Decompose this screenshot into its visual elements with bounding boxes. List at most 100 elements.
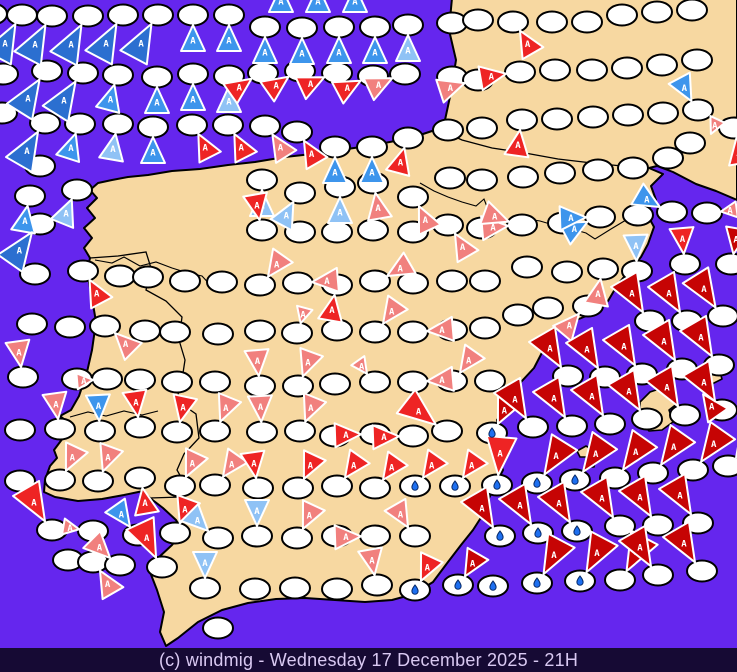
- cloud-ellipse: [124, 368, 156, 392]
- cloud-ellipse: [541, 107, 573, 131]
- wind-triangle: [498, 482, 532, 526]
- cloud-ellipse: [177, 62, 209, 86]
- wind-triangle: [333, 524, 363, 551]
- wind-speed-letter: A: [229, 461, 235, 471]
- wind-triangle: [700, 421, 737, 463]
- wind-speed-letter: A: [133, 398, 139, 408]
- wind-speed-letter: A: [68, 144, 74, 154]
- wind-speed-letter: A: [389, 464, 395, 474]
- caption-bar: (c) windmig - Wednesday 17 December 2025…: [0, 648, 737, 672]
- wind-speed-letter: A: [439, 326, 445, 336]
- wind-triangle: [61, 517, 81, 536]
- wind-speed-letter: A: [397, 265, 403, 275]
- cloud-ellipse: [199, 473, 231, 497]
- wind-triangle: [64, 441, 89, 472]
- rain-droplet-icon: [534, 527, 542, 538]
- wind-speed-letter: A: [226, 97, 232, 107]
- cloud-ellipse: [89, 314, 121, 338]
- wind-triangle: [12, 479, 46, 523]
- cloud-ellipse: [249, 15, 281, 39]
- wind-speed-letter: A: [556, 499, 562, 509]
- wind-speed-letter: A: [599, 494, 605, 504]
- wind-triangle: [246, 394, 273, 424]
- wind-speed-letter: A: [182, 506, 188, 516]
- wind-speed-letter: A: [254, 202, 260, 212]
- cloud-ellipse: [682, 98, 714, 122]
- wind-triangle: [88, 278, 114, 310]
- cloud-ellipse: [392, 13, 424, 37]
- wind-triangle: [95, 83, 121, 114]
- wind-triangle: [532, 375, 566, 419]
- wind-triangle: [55, 132, 81, 163]
- cloud-ellipse: [582, 158, 614, 182]
- wind-speed-letter: A: [572, 225, 578, 235]
- cloud-ellipse: [67, 259, 99, 283]
- wind-triangle: [0, 231, 33, 273]
- wind-triangle: [419, 551, 444, 582]
- wind-speed-letter: A: [180, 404, 186, 414]
- cloud-ellipse: [539, 58, 571, 82]
- cloud-ellipse: [246, 218, 278, 242]
- wind-speed-letter: A: [502, 406, 508, 416]
- cloud-ellipse: [462, 8, 494, 32]
- wind-speed-letter: A: [369, 168, 375, 178]
- wind-speed-letter: A: [666, 289, 672, 299]
- wind-triangle: [422, 448, 449, 479]
- wind-speed-letter: A: [31, 498, 37, 508]
- cloud-ellipse: [281, 120, 313, 144]
- cloud-ellipse: [14, 184, 46, 208]
- wind-triangle: [303, 139, 329, 171]
- cloud-ellipse: [517, 415, 549, 439]
- wind-triangle: [180, 83, 206, 111]
- wind-speed-letter: A: [105, 454, 111, 464]
- wind-triangle: [503, 128, 530, 159]
- wind-triangle: [10, 204, 36, 235]
- wind-speed-letter: A: [142, 499, 148, 509]
- wind-triangle: [317, 293, 343, 324]
- cloud-ellipse: [124, 466, 156, 490]
- cloud-ellipse: [164, 474, 196, 498]
- wind-speed-letter: A: [274, 261, 280, 271]
- cloud-ellipse: [282, 476, 314, 500]
- cloud-ellipse: [389, 62, 421, 86]
- wind-triangle: [493, 376, 527, 420]
- wind-triangle: [543, 433, 579, 476]
- wind-speed-letter: A: [567, 321, 573, 331]
- rain-droplet-icon: [411, 480, 419, 491]
- wind-speed-letter: A: [352, 0, 358, 7]
- rain-droplet-icon: [451, 480, 459, 491]
- wind-triangle: [252, 36, 278, 64]
- cloud-ellipse: [576, 58, 608, 82]
- wind-speed-letter: A: [517, 501, 523, 511]
- wind-speed-letter: A: [512, 395, 518, 405]
- wind-triangle: [119, 22, 153, 66]
- cloud-ellipse: [286, 16, 318, 40]
- wind-triangle: [667, 71, 693, 103]
- cloud-ellipse: [44, 417, 76, 441]
- cloud-ellipse: [82, 469, 114, 493]
- cloud-ellipse: [469, 269, 501, 293]
- wind-speed-letter: A: [515, 141, 521, 151]
- wind-triangle: [342, 0, 368, 13]
- cloud-ellipse: [359, 476, 391, 500]
- wind-triangle: [383, 497, 409, 529]
- cloud-ellipse: [577, 105, 609, 129]
- wind-speed-letter: A: [490, 223, 496, 233]
- wind-triangle: [583, 277, 609, 308]
- river: [69, 410, 159, 418]
- wind-triangle: [259, 75, 290, 103]
- cloud-ellipse: [506, 108, 538, 132]
- wind-triangle: [462, 448, 489, 479]
- wind-triangle: [585, 530, 619, 574]
- wind-speed-letter: A: [144, 534, 150, 544]
- wind-triangle: [172, 393, 199, 424]
- wind-speed-letter: A: [637, 493, 643, 503]
- wind-speed-letter: A: [423, 216, 429, 226]
- wind-speed-letter: A: [81, 377, 87, 387]
- cloud-ellipse: [715, 252, 737, 276]
- wind-speed-letter: A: [61, 96, 67, 106]
- cloud-ellipse: [321, 220, 353, 244]
- cloud-ellipse: [436, 269, 468, 293]
- wind-speed-letter: A: [254, 507, 260, 517]
- cloud-ellipse: [169, 269, 201, 293]
